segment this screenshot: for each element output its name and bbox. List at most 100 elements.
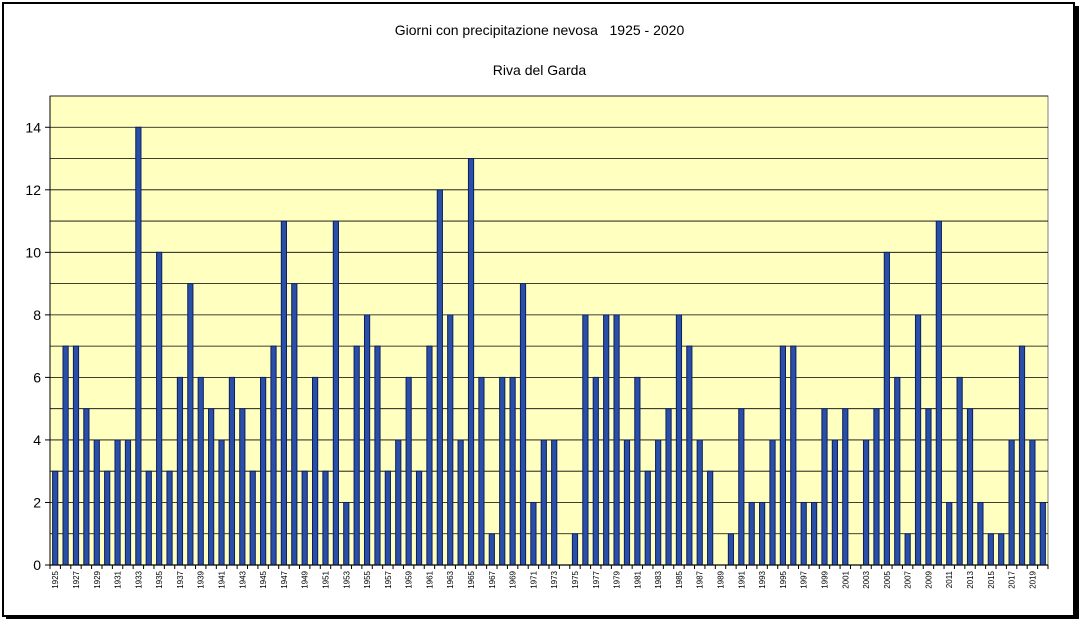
x-tick-label: 2017 <box>1008 570 1017 588</box>
x-tick-label: 1989 <box>717 570 726 588</box>
x-tick-label: 1957 <box>384 570 393 588</box>
bar-2008 <box>914 314 922 566</box>
x-tick-label: 2011 <box>945 570 954 588</box>
bar-2006 <box>894 376 901 566</box>
bar-2015 <box>987 533 994 566</box>
x-tick-label: 1953 <box>342 570 351 588</box>
x-tick-label: 1947 <box>280 570 289 588</box>
x-tick-label: 1995 <box>779 570 788 588</box>
bar-2005 <box>883 251 890 566</box>
x-tick-label: 2003 <box>862 570 871 588</box>
bar-1986 <box>686 345 693 566</box>
bar-1985 <box>675 314 683 566</box>
bar-1969 <box>509 376 516 566</box>
x-tick-label: 1939 <box>197 570 206 588</box>
x-tick-label: 1937 <box>176 570 185 588</box>
x-tick-label: 1969 <box>509 570 518 588</box>
y-tick-label: 2 <box>33 494 41 510</box>
x-tick-label: 1973 <box>550 570 559 588</box>
bar-2009 <box>925 408 932 566</box>
bar-1992 <box>748 501 755 566</box>
bar-2019 <box>1029 439 1036 566</box>
bar-2011 <box>946 501 953 566</box>
x-tick-label: 1927 <box>72 570 81 588</box>
bar-1952 <box>332 220 339 566</box>
bar-1930 <box>104 470 111 566</box>
x-tick-label: 1965 <box>467 570 476 588</box>
bar-1949 <box>301 470 308 566</box>
bar-1995 <box>779 345 787 566</box>
bar-1934 <box>145 470 152 566</box>
chart-title: Giorni con precipitazione nevosa 1925 - … <box>394 22 685 38</box>
bar-1962 <box>436 189 443 566</box>
bar-1926 <box>62 345 69 566</box>
bar-1978 <box>603 314 610 566</box>
bar-1957 <box>384 470 391 566</box>
bar-1959 <box>405 376 412 566</box>
x-tick-label: 2019 <box>1028 570 1037 588</box>
bar-2016 <box>998 533 1005 566</box>
bar-1932 <box>124 439 132 566</box>
y-tick-label: 6 <box>33 369 41 385</box>
x-tick-label: 1971 <box>529 570 538 588</box>
bar-1939 <box>197 376 204 566</box>
x-tick-label: 2007 <box>904 570 913 588</box>
bar-2003 <box>862 439 870 566</box>
bar-1983 <box>655 439 662 566</box>
bar-2020 <box>1039 501 1046 566</box>
x-tick-label: 1985 <box>675 570 684 588</box>
y-tick-label: 4 <box>33 432 41 448</box>
x-tick-label: 1999 <box>820 570 829 588</box>
bar-1947 <box>280 220 288 566</box>
bar-1981 <box>634 376 641 566</box>
bar-2007 <box>904 533 911 566</box>
x-tick-label: 1945 <box>259 570 268 588</box>
x-tick-label: 1943 <box>238 570 247 588</box>
bar-2000 <box>831 439 838 566</box>
bar-1956 <box>374 345 381 566</box>
bar-1944 <box>249 470 256 566</box>
x-tick-label: 1931 <box>114 570 123 588</box>
x-tick-label: 1929 <box>93 570 102 588</box>
chart-subtitle: Riva del Garda <box>492 62 587 78</box>
x-tick-label: 1975 <box>571 570 580 588</box>
x-tick-label: 1987 <box>696 570 705 588</box>
x-tick-label: 2015 <box>987 570 996 588</box>
bar-1998 <box>810 501 818 566</box>
bar-1982 <box>644 470 651 566</box>
x-tick-label: 1933 <box>134 570 143 588</box>
bar-1965 <box>467 158 475 566</box>
bar-1990 <box>727 533 735 566</box>
x-tick-label: 2009 <box>924 570 933 588</box>
bar-1991 <box>738 408 745 566</box>
bar-1925 <box>52 470 59 566</box>
bar-1927 <box>72 345 80 566</box>
x-tick-label: 1959 <box>405 570 414 588</box>
x-tick-label: 1967 <box>488 570 497 588</box>
x-tick-label: 1925 <box>51 570 60 588</box>
x-tick-label: 1979 <box>613 570 622 588</box>
y-tick-label: 10 <box>25 244 41 260</box>
bar-1975 <box>571 533 579 566</box>
bar-1966 <box>478 376 485 566</box>
bar-2013 <box>966 408 974 566</box>
bar-1953 <box>343 501 350 566</box>
bar-2004 <box>873 408 880 566</box>
x-tick-label: 2001 <box>841 570 850 588</box>
bar-1964 <box>457 439 464 566</box>
bar-1963 <box>447 314 454 566</box>
x-tick-label: 1997 <box>800 570 809 588</box>
bar-1997 <box>800 501 807 566</box>
bar-1999 <box>821 408 828 566</box>
bar-1987 <box>696 439 703 566</box>
bar-1958 <box>395 439 402 566</box>
bar-1929 <box>93 439 100 566</box>
y-axis: 0 2 4 6 8 10 12 14 <box>25 96 51 573</box>
bar-1943 <box>239 408 246 566</box>
bar-1938 <box>187 283 194 566</box>
bar-2018 <box>1018 345 1026 566</box>
bar-2010 <box>935 220 942 566</box>
bars <box>52 126 1046 566</box>
x-tick-label: 1981 <box>633 570 642 588</box>
